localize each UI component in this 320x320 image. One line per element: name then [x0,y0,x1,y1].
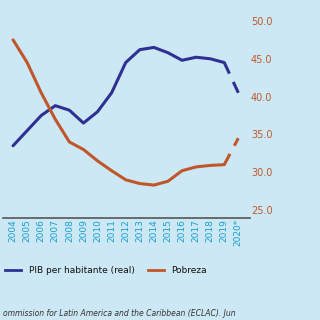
Legend: PIB per habitante (real), Pobreza: PIB per habitante (real), Pobreza [5,266,207,275]
Text: ommission for Latin America and the Caribbean (ECLAC). Jun: ommission for Latin America and the Cari… [3,309,236,318]
